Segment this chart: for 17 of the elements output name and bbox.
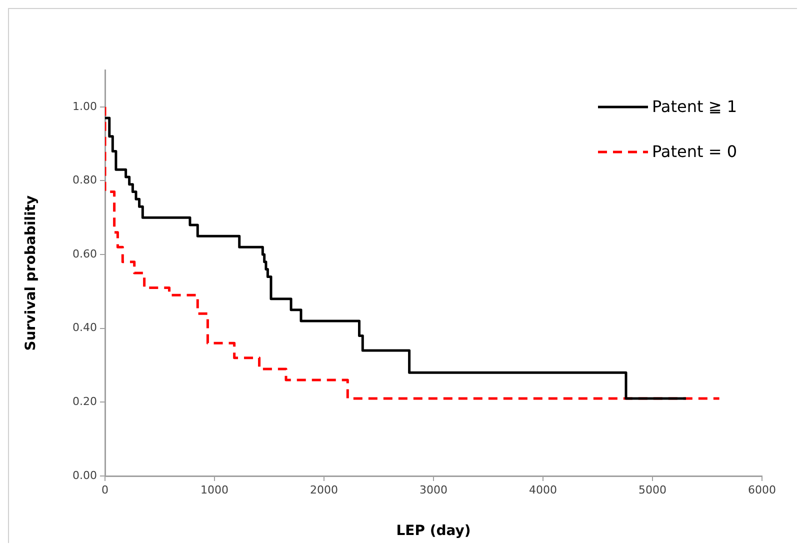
x-tick-label: 3000 (420, 483, 448, 496)
y-tick-label: 1.00 (72, 100, 97, 113)
y-tick-label: 0.40 (72, 321, 97, 334)
legend-label: Patent ≧ 1 (652, 97, 737, 116)
y-tick-label: 0.80 (72, 174, 97, 187)
x-tick-label: 5000 (638, 483, 666, 496)
x-tick-label: 0 (102, 483, 108, 496)
y-tick-label: 0.20 (72, 395, 97, 408)
x-axis-title: LEP (day) (396, 523, 471, 540)
x-tick-label: 2000 (310, 483, 338, 496)
x-tick-label: 4000 (529, 483, 557, 496)
legend-label: Patent = 0 (652, 142, 737, 161)
y-tick-label: 0.00 (72, 468, 97, 482)
x-tick-label: 6000 (748, 483, 776, 496)
x-tick-label: 1000 (200, 483, 228, 496)
y-tick-label: 0.60 (72, 247, 97, 260)
y-axis-title: Survival probability (23, 195, 40, 351)
